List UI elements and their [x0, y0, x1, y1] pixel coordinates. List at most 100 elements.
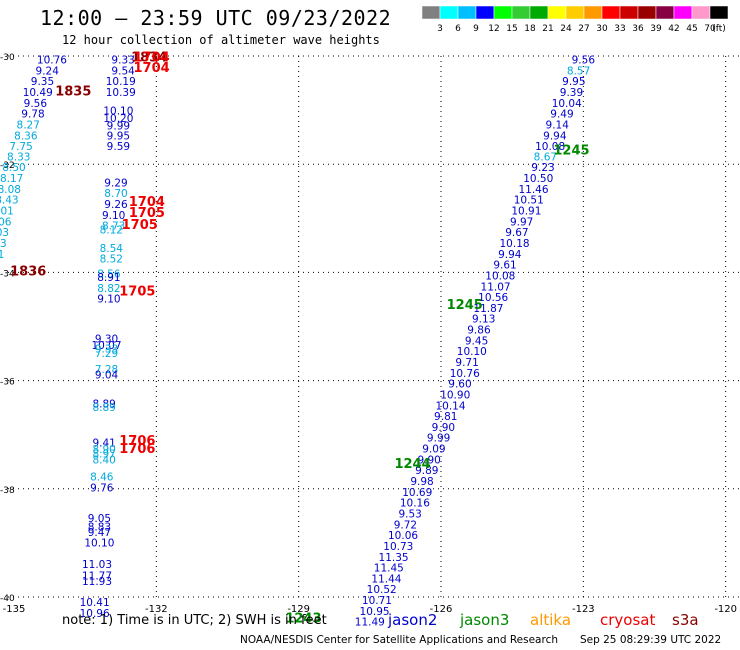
pass-time-label: 1704 — [129, 195, 165, 210]
swh-point: 9.53 — [398, 508, 421, 520]
swh-point: 8.11 — [0, 249, 4, 261]
swh-point: 10.95 — [360, 606, 390, 618]
swh-point: 9.56 — [572, 55, 596, 67]
legend-s3a: s3a — [672, 611, 699, 629]
swh-point: 9.71 — [455, 357, 478, 369]
swh-point: 8.56 — [97, 268, 121, 280]
swh-point: 9.39 — [560, 87, 583, 99]
swh-point: 10.10 — [84, 538, 114, 550]
swh-point: 9.94 — [498, 249, 522, 261]
swh-point: 8.52 — [100, 254, 123, 266]
pass-time-label: 1834 — [131, 50, 167, 65]
footnote: note: 1) Time is in UTC; 2) SWH is in fe… — [62, 613, 327, 628]
swh-point: 9.67 — [505, 227, 528, 239]
swh-point: 10.18 — [500, 238, 530, 250]
swh-point: 11.49 — [355, 617, 385, 629]
chart-subtitle: 12 hour collection of altimeter wave hei… — [62, 33, 380, 47]
colorbar-label: 6 — [455, 24, 461, 34]
swh-point: 9.60 — [448, 379, 471, 391]
swh-point: 7.28 — [95, 364, 118, 376]
legend-altika: altika — [530, 611, 572, 629]
swh-point: 11.07 — [481, 281, 511, 293]
swh-point: 8.89 — [92, 402, 115, 414]
pass-time-label: 1705 — [122, 218, 158, 233]
swh-point: 9.86 — [467, 325, 491, 337]
colorbar-label: 15 — [506, 24, 517, 34]
swh-point: 9.41 — [92, 438, 115, 450]
colorbar-swatch — [691, 5, 711, 20]
swh-point: 8.89 — [92, 399, 115, 411]
y-tick-label: -34 — [0, 269, 15, 279]
swh-point: 8.27 — [17, 119, 40, 131]
swh-point: 9.30 — [95, 334, 118, 346]
swh-point: 8.43 — [0, 195, 19, 207]
colorbar-label: 18 — [524, 24, 536, 34]
colorbar-label: 27 — [578, 24, 589, 34]
swh-point: 7.75 — [9, 141, 32, 153]
swh-point: 10.76 — [450, 368, 480, 380]
swh-point: 10.08 — [485, 270, 515, 282]
swh-point: 9.47 — [88, 527, 111, 539]
colorbar-label: 12 — [488, 24, 499, 34]
swh-point: 8.12 — [100, 224, 123, 236]
colorbar-label: 3 — [437, 24, 443, 34]
pass-time-label: 1706 — [119, 442, 155, 457]
colorbar-swatch — [619, 5, 639, 20]
swh-point: 9.90 — [432, 422, 455, 434]
pass-time-label: 1835 — [55, 84, 91, 99]
colorbar-swatch — [439, 5, 459, 20]
swh-point: 9.78 — [21, 109, 44, 121]
credit-text: NOAA/NESDIS Center for Satellite Applica… — [240, 634, 558, 646]
swh-point: 9.04 — [95, 369, 119, 381]
colorbar-swatch — [637, 5, 657, 20]
swh-point: 8.06 — [0, 216, 12, 228]
swh-point: 10.69 — [402, 487, 432, 499]
swh-point: 9.49 — [550, 109, 573, 121]
swh-point: 10.96 — [80, 608, 110, 620]
colorbar-swatch — [529, 5, 549, 20]
colorbar-label: 24 — [560, 24, 572, 34]
swh-point: 10.52 — [367, 584, 397, 596]
swh-point: 9.61 — [493, 260, 516, 272]
swh-point: 8.82 — [97, 283, 120, 295]
colorbar-swatch — [601, 5, 621, 20]
swh-point: 10.90 — [440, 389, 470, 401]
swh-point: 10.39 — [106, 87, 136, 99]
colorbar-swatch — [673, 5, 693, 20]
swh-point: 10.19 — [106, 76, 136, 88]
swh-point: 9.99 — [427, 433, 450, 445]
timestamp-text: Sep 25 08:29:39 UTC 2022 — [580, 634, 722, 646]
y-tick-label: -36 — [0, 378, 15, 388]
swh-point: 8.17 — [0, 173, 23, 185]
legend-jason3: jason3 — [460, 611, 510, 629]
colorbar-swatch — [493, 5, 513, 20]
swh-point: 11.03 — [82, 559, 112, 571]
swh-point: 9.95 — [562, 76, 585, 88]
swh-point: 10.20 — [103, 113, 133, 125]
pass-time-label: 1243 — [285, 611, 321, 626]
swh-point: 8.36 — [14, 130, 38, 142]
swh-point: 9.35 — [31, 76, 54, 88]
swh-point: 11.46 — [518, 184, 548, 196]
swh-point: 8.97 — [92, 448, 115, 460]
colorbar-label: 30 — [596, 24, 608, 34]
pass-time-label: 1836 — [10, 265, 46, 280]
colorbar-swatch — [583, 5, 603, 20]
swh-point: 10.14 — [435, 400, 465, 412]
swh-point: 10.41 — [80, 597, 110, 609]
swh-point: 8.40 — [92, 454, 115, 466]
colorbar-label: 36 — [632, 24, 644, 34]
pass-time-label: 1705 — [119, 285, 155, 300]
colorbar-swatch — [655, 5, 675, 20]
y-tick-label: -32 — [0, 161, 15, 171]
swh-point: 9.99 — [107, 121, 130, 133]
swh-point: 9.94 — [543, 130, 567, 142]
swh-point: 9.98 — [410, 476, 433, 488]
colorbar-label: 21 — [542, 24, 553, 34]
swh-point: 10.04 — [552, 98, 582, 110]
swh-point: 9.90 — [417, 454, 440, 466]
swh-point: 9.56 — [24, 98, 48, 110]
swh-point: 10.49 — [23, 87, 53, 99]
swh-point: 9.59 — [107, 141, 130, 153]
